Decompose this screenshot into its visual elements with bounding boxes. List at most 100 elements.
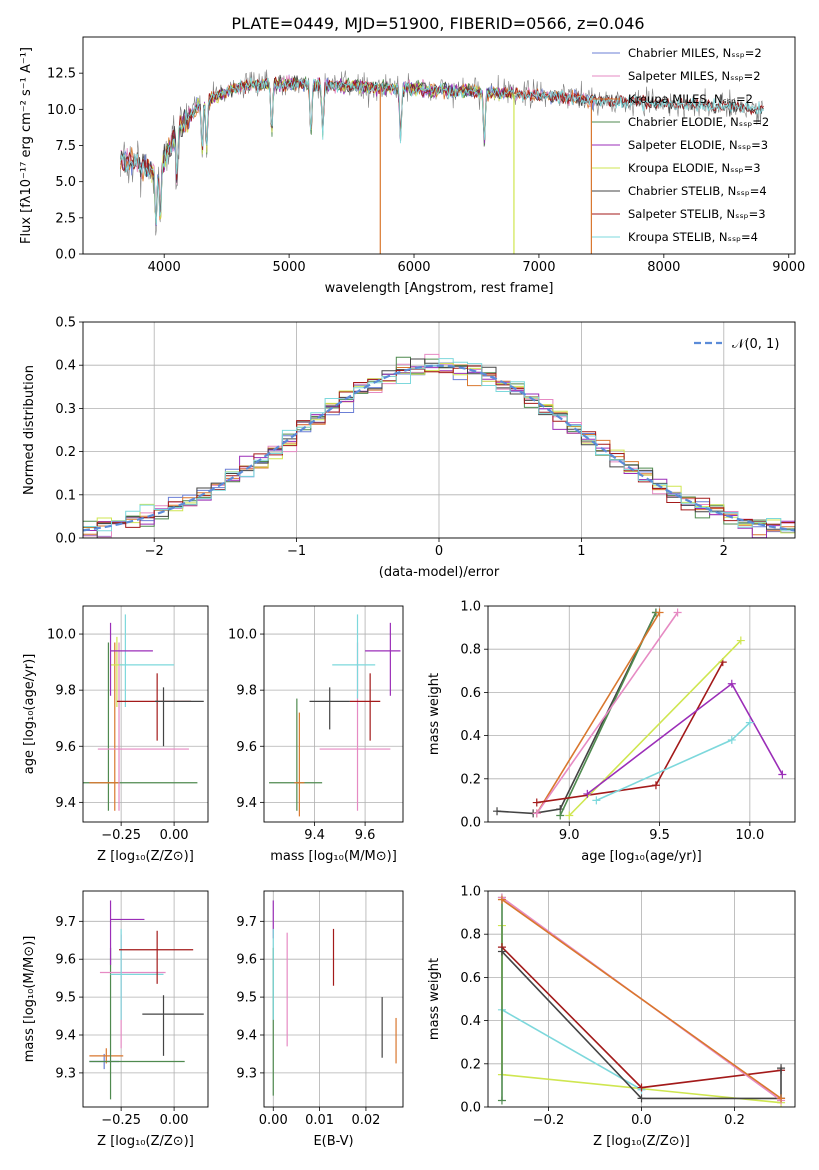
errorbar-point — [365, 622, 401, 696]
weight-marker — [497, 895, 506, 904]
y-tick-label: 9.7 — [236, 915, 257, 930]
observed-spectrum — [120, 69, 764, 236]
x-tick-label: 5000 — [273, 260, 306, 275]
errorbar-point — [97, 642, 189, 811]
axes-frame — [487, 890, 796, 1108]
weight-marker — [592, 796, 601, 805]
axes-residuals: −2 −1 0 1 2 0.0 0.1 0.2 0.3 0.4 0.5 (data-model)/er… — [22, 316, 796, 580]
plot-area-z_mass — [83, 891, 208, 1107]
x-tick-label: 7000 — [522, 260, 555, 275]
x-tick-label: 0.00 — [160, 828, 189, 843]
y-tick-label: 0.0 — [460, 1101, 481, 1116]
axes-frame — [263, 605, 404, 823]
legend-entry: Chabrier MILES, Nₛₛₚ=2 — [628, 46, 762, 60]
weight-marker — [777, 1064, 786, 1073]
y-tick-label: 9.6 — [55, 953, 76, 968]
legend-entry: 𝒩(0, 1) — [732, 337, 779, 352]
plot-area-z_weight — [488, 891, 795, 1107]
x-axis-label: age [log₁₀(age/yr)] — [581, 849, 702, 864]
y-axis-label: Flux [fλ10⁻¹⁷ erg cm⁻² s⁻¹ A⁻¹] — [19, 47, 34, 244]
axes-z_age: −0.25 0.00 9.4 9.6 9.8 10.0 Z [log₁₀(Z/Z⊙)] age… — [22, 605, 209, 864]
y-tick-label: 0.4 — [460, 729, 481, 744]
x-tick-label: 10.0 — [735, 828, 764, 843]
weight-line — [496, 612, 657, 815]
y-tick-label: 9.8 — [236, 684, 257, 699]
x-tick-label: 0.00 — [259, 1113, 288, 1128]
plot-area-residuals — [83, 322, 795, 538]
errorbar-point — [116, 673, 192, 741]
weight-marker — [736, 636, 745, 645]
x-tick-label: 1 — [577, 544, 585, 559]
y-tick-label: 9.4 — [55, 1029, 76, 1044]
legend-entry: Salpeter ELODIE, Nₛₛₚ=3 — [628, 138, 768, 152]
weight-marker — [583, 789, 592, 798]
weight-marker — [556, 811, 565, 820]
errorbar-point — [119, 614, 175, 707]
y-tick-label: 5.0 — [55, 175, 76, 190]
legend-entry: Kroupa STELIB, Nₛₛₚ=4 — [628, 230, 758, 244]
plot-area-ebv_mass — [264, 891, 403, 1107]
y-tick-label: 10.0 — [47, 628, 76, 643]
x-tick-label: −0.25 — [101, 1113, 141, 1128]
weight-marker — [778, 770, 787, 779]
y-tick-label: 0.5 — [55, 316, 76, 331]
axes-frame — [263, 890, 404, 1108]
errorbar-point — [155, 687, 204, 747]
x-axis-label: Z [log₁₀(Z/Z⊙)] — [97, 849, 194, 864]
x-tick-label: 0.02 — [351, 1113, 380, 1128]
axes-ebv_mass: 0.00 0.01 0.02 9.3 9.4 9.5 9.6 9.7 E(B-V) — [236, 890, 404, 1149]
axes-spectrum: 4000 5000 6000 7000 8000 9000 0.0 2.5 5.0 7.5 10.0… — [19, 36, 805, 296]
y-tick-label: 1.0 — [460, 885, 481, 900]
axes-mass_age: 9.4 9.6 9.4 9.6 9.8 10.0 mass [log₁₀(M/M⊙)] — [228, 605, 404, 864]
axes-frame — [82, 321, 796, 539]
axes-frame — [82, 36, 796, 255]
x-tick-label: 0.0 — [631, 1113, 652, 1128]
y-tick-label: 9.4 — [236, 796, 257, 811]
model-spectrum-line — [120, 77, 764, 226]
weight-line — [536, 612, 661, 814]
weight-marker — [637, 1083, 646, 1092]
y-tick-label: 0.3 — [55, 402, 76, 417]
errorbar-point — [109, 622, 153, 696]
y-tick-label: 9.7 — [55, 915, 76, 930]
x-tick-label: 6000 — [397, 260, 430, 275]
errorbar-point — [349, 673, 381, 741]
axes-z_mass: −0.25 0.00 9.3 9.4 9.5 9.6 9.7 Z [log₁₀(Z/Z⊙)] m… — [22, 890, 209, 1149]
axes-frame — [82, 890, 209, 1108]
y-tick-label: 0.0 — [55, 532, 76, 547]
normal-curve — [83, 364, 795, 532]
y-tick-label: 9.4 — [236, 1029, 257, 1044]
y-tick-label: 0.8 — [460, 643, 481, 658]
x-tick-label: 8000 — [647, 260, 680, 275]
y-tick-label: 10.0 — [228, 628, 257, 643]
y-tick-label: 9.6 — [236, 740, 257, 755]
legend-entry: Chabrier ELODIE, Nₛₛₚ=2 — [628, 115, 769, 129]
plot-area-spectrum — [120, 69, 764, 254]
errorbar-point — [89, 947, 185, 1100]
axes-z_weight: −0.2 0.0 0.2 0.0 0.2 0.4 0.6 0.8 1.0 Z [log₁₀(Z/Z… — [427, 885, 796, 1149]
errorbar-point — [89, 642, 120, 811]
errorbar-point — [83, 642, 198, 811]
errorbar-point — [142, 995, 204, 1056]
weight-marker — [651, 781, 660, 790]
x-axis-label: mass [log₁₀(M/M⊙)] — [270, 849, 397, 864]
weight-line — [501, 898, 782, 1100]
errorbar-point — [89, 1048, 124, 1064]
model-spectrum-line — [151, 77, 515, 227]
y-axis-label: age [log₁₀(age/yr)] — [22, 654, 37, 775]
x-tick-label: −0.2 — [533, 1113, 565, 1128]
axes-frame — [82, 605, 209, 823]
legend-entry: Kroupa MILES, Nₛₛₚ=2 — [628, 92, 753, 106]
errorbar-point — [109, 900, 145, 965]
weight-marker — [497, 1096, 506, 1105]
y-tick-label: 9.3 — [236, 1066, 257, 1081]
x-axis-label: E(B-V) — [313, 1134, 353, 1149]
x-tick-label: −1 — [287, 544, 306, 559]
weight-marker — [532, 798, 541, 807]
y-tick-label: 7.5 — [55, 139, 76, 154]
histogram-steps — [83, 358, 795, 532]
y-tick-label: 9.6 — [236, 953, 257, 968]
y-axis-label: mass weight — [427, 958, 442, 1040]
x-tick-label: 0.01 — [305, 1113, 334, 1128]
y-tick-label: 0.2 — [460, 1057, 481, 1072]
